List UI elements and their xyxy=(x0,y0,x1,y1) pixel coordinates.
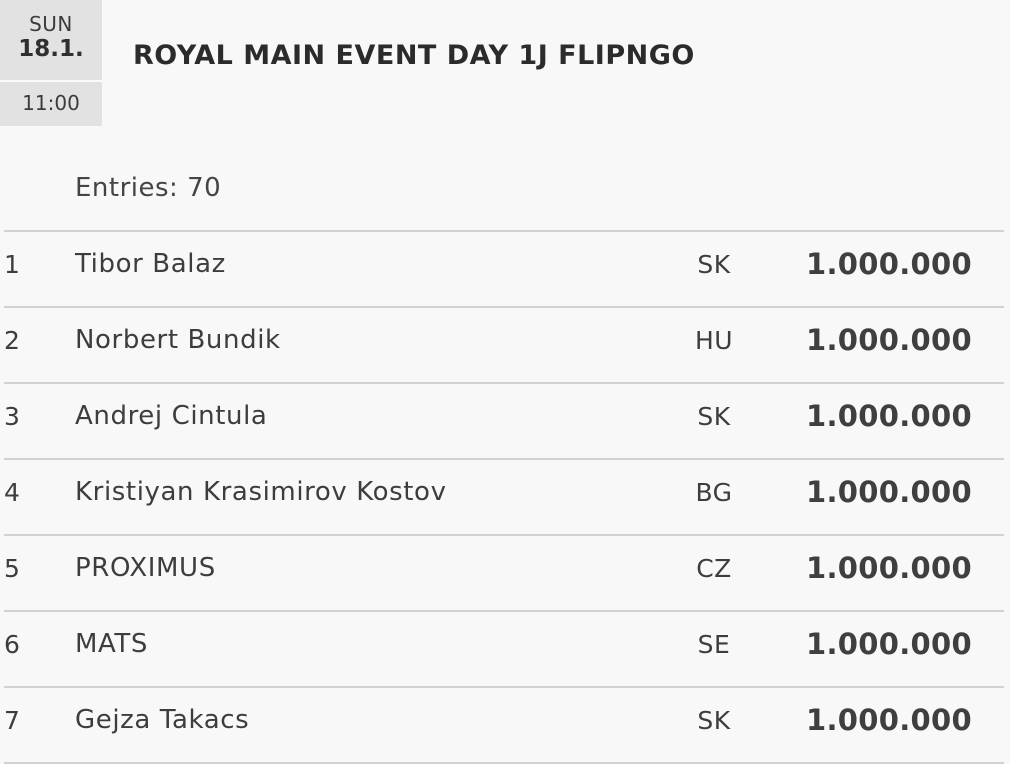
prize-amount: 1.000.000 xyxy=(806,627,972,661)
event-date-number: 18.1. xyxy=(18,36,84,62)
prize-amount: 1.000.000 xyxy=(806,475,972,509)
rank-cell: 7 xyxy=(4,706,20,735)
player-name: Andrej Cintula xyxy=(75,401,268,431)
player-name: Tibor Balaz xyxy=(75,249,226,279)
prize-amount: 1.000.000 xyxy=(806,703,972,737)
country-code: SE xyxy=(697,630,731,659)
table-row: 2 Norbert Bundik HU 1.000.000 xyxy=(4,306,1004,382)
country-code: BG xyxy=(695,478,733,507)
rank-cell: 5 xyxy=(4,554,20,583)
entries-count: Entries: 70 xyxy=(75,173,222,203)
rank-cell: 6 xyxy=(4,630,20,659)
player-name: Kristiyan Krasimirov Kostov xyxy=(75,477,447,507)
table-row: 6 MATS SE 1.000.000 xyxy=(4,610,1004,686)
country-code: CZ xyxy=(696,554,732,583)
table-row: 1 Tibor Balaz SK 1.000.000 xyxy=(4,230,1004,306)
results-table: 1 Tibor Balaz SK 1.000.000 2 Norbert Bun… xyxy=(4,230,1004,764)
prize-amount: 1.000.000 xyxy=(806,247,972,281)
player-name: Gejza Takacs xyxy=(75,705,250,735)
table-row: 7 Gejza Takacs SK 1.000.000 xyxy=(4,686,1004,764)
rank-cell: 3 xyxy=(4,402,20,431)
country-code: SK xyxy=(697,250,731,279)
prize-amount: 1.000.000 xyxy=(806,551,972,585)
prize-amount: 1.000.000 xyxy=(806,323,972,357)
event-day-name: SUN xyxy=(29,12,73,36)
country-code: HU xyxy=(694,326,734,355)
country-code: SK xyxy=(697,706,731,735)
event-time-box: 11:00 xyxy=(0,82,102,126)
event-time: 11:00 xyxy=(22,91,80,115)
date-divider xyxy=(0,80,102,82)
country-code: SK xyxy=(697,402,731,431)
player-name: Norbert Bundik xyxy=(75,325,281,355)
player-name: PROXIMUS xyxy=(75,553,216,583)
table-row: 5 PROXIMUS CZ 1.000.000 xyxy=(4,534,1004,610)
player-name: MATS xyxy=(75,629,148,659)
table-row: 4 Kristiyan Krasimirov Kostov BG 1.000.0… xyxy=(4,458,1004,534)
prize-amount: 1.000.000 xyxy=(806,399,972,433)
event-date: SUN 18.1. xyxy=(0,0,102,80)
event-date-block: SUN 18.1. 11:00 xyxy=(0,0,102,126)
event-title: ROYAL MAIN EVENT DAY 1J FLIPNGO xyxy=(133,40,695,71)
rank-cell: 4 xyxy=(4,478,20,507)
rank-cell: 1 xyxy=(4,250,20,279)
table-row: 3 Andrej Cintula SK 1.000.000 xyxy=(4,382,1004,458)
rank-cell: 2 xyxy=(4,326,20,355)
